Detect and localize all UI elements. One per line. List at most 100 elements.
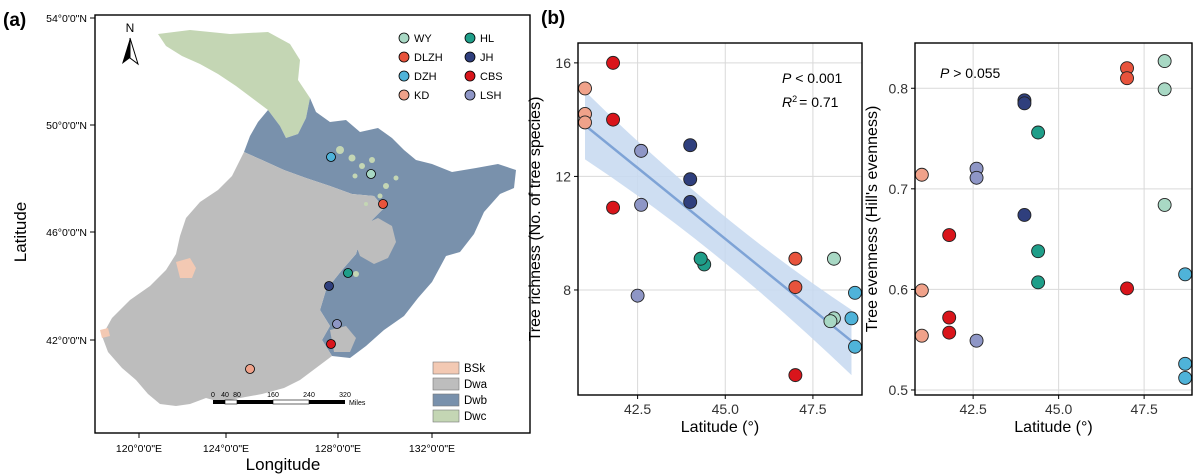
map-lat-tick-label: 50°0'0"N [46, 120, 87, 132]
data-point-jh [1017, 208, 1032, 222]
p-value-text: < 0.001 [791, 70, 842, 86]
legend-swatch-dwb [432, 393, 460, 407]
y-tick-label: 0.5 [889, 382, 909, 398]
legend-marker-dlzh [398, 51, 410, 63]
legend-label-hl: HL [480, 33, 494, 45]
data-point-dlzh [1120, 71, 1134, 86]
legend-marker-dzh [398, 70, 410, 82]
legend-marker-lsh [464, 89, 476, 101]
data-point-dzh [1178, 356, 1193, 371]
legend-label-cbs: CBS [480, 71, 503, 83]
legend-marker-jh [464, 51, 476, 63]
dwc-region [158, 30, 310, 138]
data-point-dzh [1178, 267, 1193, 282]
site-marker-cbs [326, 339, 336, 349]
site-marker-kd [245, 364, 255, 374]
p-value-annotation: P < 0.001 [782, 70, 843, 86]
map-lon-tick-label: 120°0'0"E [116, 443, 162, 455]
data-point-wy [823, 314, 838, 329]
r2-annotation: R2 = 0.71 [782, 94, 839, 110]
legend-swatch-bsk [432, 361, 460, 375]
legend-label-dwc: Dwc [464, 411, 487, 423]
scale-tick-label: 320 [339, 392, 351, 399]
y-tick-label: 0.8 [889, 80, 909, 96]
legend-marker-hl [464, 32, 476, 44]
x-tick-label: 42.5 [960, 401, 987, 417]
map-ticks: 120°0'0"E 124°0'0"E 128°0'0"E 132°0'0"E 54°0… [46, 13, 455, 455]
north-arrow: N [122, 21, 139, 66]
map-y-label: Latitude [11, 202, 30, 263]
plot-frame [577, 42, 863, 396]
x-tick-label: 45.0 [1045, 401, 1072, 417]
data-point-hl [693, 251, 708, 266]
x-tick-label: 47.5 [799, 401, 826, 417]
legend-swatch-dwc [432, 409, 460, 423]
map-lat-tick-label: 46°0'0"N [46, 227, 87, 239]
data-point-jh [683, 195, 698, 209]
site-marker-jh [324, 281, 334, 291]
scale-tick-label: 160 [267, 392, 279, 399]
data-point-dzh [844, 311, 859, 326]
x-axis-title: Latitude (°) [681, 419, 759, 436]
data-point-jh [1017, 96, 1032, 111]
data-point-dlzh [788, 251, 803, 266]
map-panel: (a) N WY HL DLZH JH DZH CBS KD LSH [3, 10, 531, 474]
legend-label-jh: JH [480, 52, 494, 64]
data-point-lsh [630, 288, 645, 303]
data-point-cbs [1120, 281, 1134, 296]
legend-label-dwb: Dwb [464, 395, 487, 407]
data-point-wy [827, 251, 841, 266]
data-point-kd [578, 115, 592, 130]
map-lon-tick-label: 132°0'0"E [409, 443, 455, 455]
regression-line [584, 124, 853, 343]
map-x-label: Longitude [246, 455, 321, 474]
dwa-patch-southeast [330, 326, 356, 352]
data-point-kd [914, 328, 929, 343]
evenness-chart: 42.5 45.0 47.5 0.5 0.6 0.7 0.8 Latitude (°) Tree… [864, 42, 1193, 436]
data-point-wy [1157, 54, 1172, 69]
legend-label-lsh: LSH [480, 90, 501, 102]
data-point-cbs [606, 55, 621, 70]
map-lon-tick-label: 128°0'0"E [315, 443, 361, 455]
map-lat-tick-label: 42°0'0"N [46, 335, 87, 347]
p-value-annotation-evenness: P > 0.055 [940, 65, 1001, 81]
scale-unit-label: Miles [349, 400, 366, 407]
data-point-hl [1031, 125, 1046, 140]
data-point-wy [1157, 197, 1172, 212]
data-point-cbs [942, 310, 957, 325]
scale-tick-label: 80 [233, 392, 241, 399]
y-axis-title: Tree richness (No. of tree species) [527, 97, 544, 342]
x-tick-label: 45.0 [712, 401, 739, 417]
legend-label-dlzh: DLZH [414, 52, 443, 64]
y-tick-label: 12 [555, 168, 571, 184]
legend-label-bsk: BSk [464, 363, 485, 375]
legend-label-dwa: Dwa [464, 379, 488, 391]
climate-legend: BSk Dwa Dwb Dwc [432, 361, 488, 423]
data-point-dzh [1178, 370, 1193, 385]
y-tick-label: 8 [563, 282, 571, 298]
data-point-dzh [848, 285, 862, 300]
data-point-wy [1157, 82, 1172, 97]
data-point-dlzh [788, 280, 803, 295]
r-symbol: R [782, 94, 792, 110]
site-legend: WY HL DLZH JH DZH CBS KD LSH [398, 32, 503, 102]
data-point-hl [1031, 275, 1046, 290]
data-point-jh [683, 138, 698, 153]
y-tick-label: 0.7 [889, 181, 909, 197]
plot-frame [914, 42, 1193, 396]
data-point-kd [914, 167, 929, 182]
y-axis-title: Tree evenness (Hill's evenness) [864, 106, 881, 333]
north-arrow-label: N [126, 21, 135, 35]
bsk-patch-southwest [100, 328, 110, 338]
p-value-text: > 0.055 [949, 65, 1000, 81]
legend-label-wy: WY [414, 33, 432, 45]
x-axis-title: Latitude (°) [1014, 419, 1092, 436]
data-point-cbs [942, 325, 957, 340]
x-tick-label: 42.5 [624, 401, 651, 417]
data-point-cbs [788, 368, 803, 383]
site-marker-hl [343, 268, 353, 278]
scale-tick-label: 0 [211, 392, 215, 399]
site-markers [245, 152, 388, 374]
